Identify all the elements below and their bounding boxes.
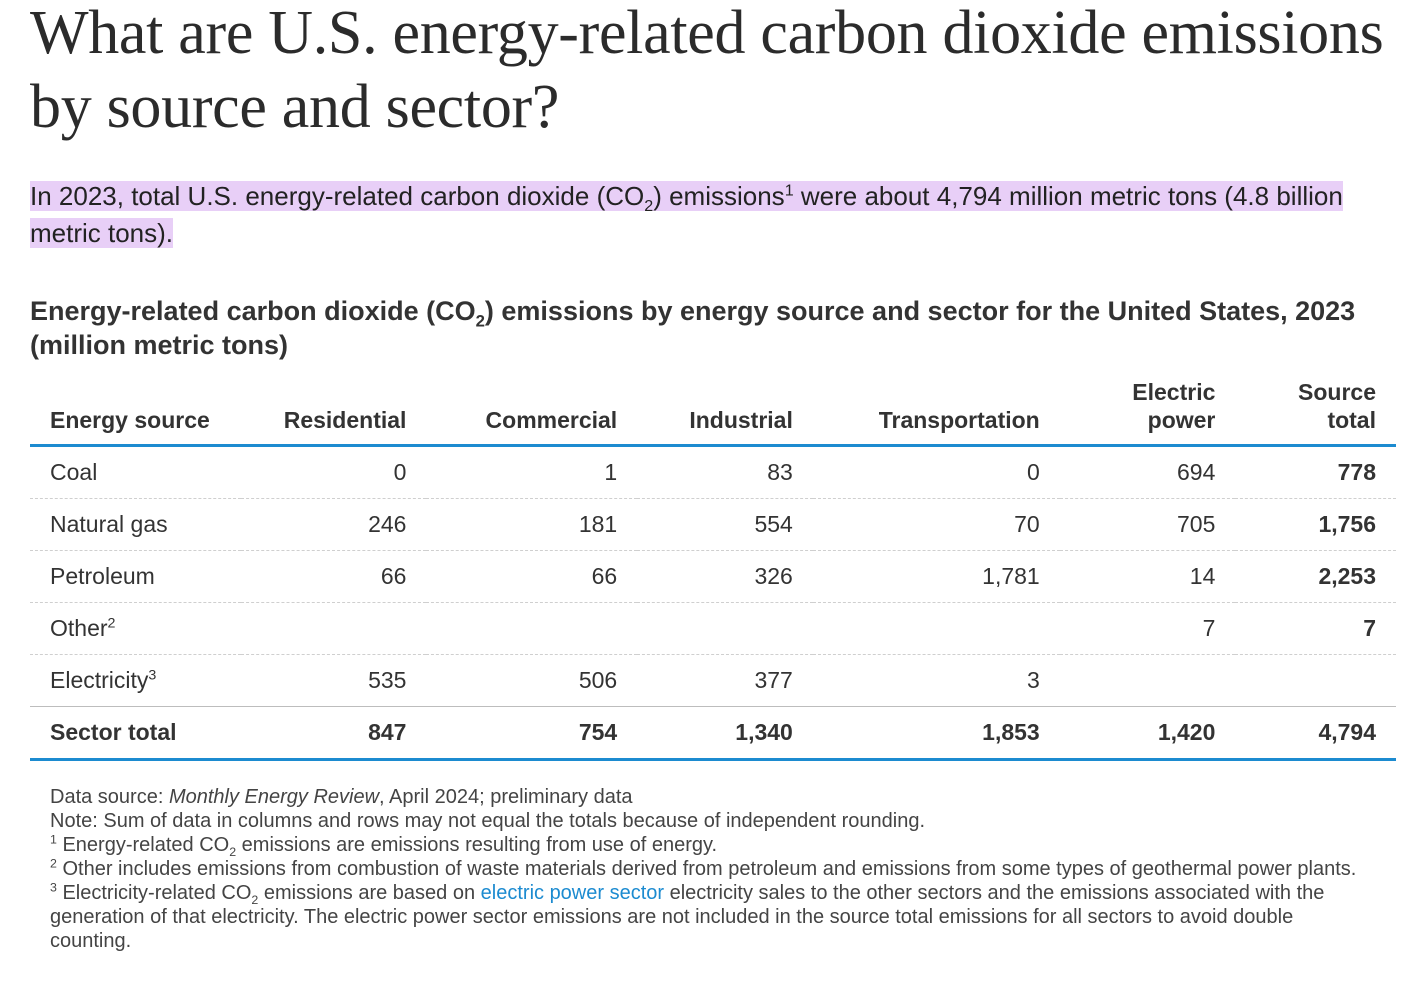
cell xyxy=(813,603,1060,655)
rounding-note: Note: Sum of data in columns and rows ma… xyxy=(50,810,925,832)
total-cell: 1,853 xyxy=(982,719,1040,745)
cell: 705 xyxy=(1177,511,1216,537)
lead-paragraph: In 2023, total U.S. energy-related carbo… xyxy=(30,178,1396,252)
cell: 535 xyxy=(368,667,407,693)
cell xyxy=(241,603,427,655)
cell: 326 xyxy=(754,563,793,589)
table-header-row: Energy source Residential Commercial Ind… xyxy=(30,372,1396,446)
row-label-text: Electricity xyxy=(50,667,149,693)
cell: 3 xyxy=(1026,667,1040,693)
cell: 14 xyxy=(1189,563,1216,589)
table-row-coal: Coal 0 1 83 0 694 778 xyxy=(30,446,1396,499)
row-label: Electricity3 xyxy=(30,655,241,707)
row-label: Other2 xyxy=(30,603,241,655)
footnote-text: Other includes emissions from combustion… xyxy=(56,858,1357,880)
article: What are U.S. energy-related carbon diox… xyxy=(30,0,1396,953)
footnote-text: emissions are emissions resulting from u… xyxy=(236,834,718,856)
footnote-1: 1 Energy-related CO2 emissions are emiss… xyxy=(50,832,1376,859)
table-title: Energy-related carbon dioxide (CO2) emis… xyxy=(30,294,1396,362)
lead-text-2: ) emissions xyxy=(653,181,785,211)
total-cell: 754 xyxy=(578,719,618,745)
data-source-note: Data source: Monthly Energy Review, Apri… xyxy=(50,785,1376,809)
cell: 181 xyxy=(578,511,618,537)
cell: 1 xyxy=(604,459,618,485)
source-total-cell: 7 xyxy=(1363,615,1376,641)
source-prefix: Data source: xyxy=(50,786,169,808)
row-label: Petroleum xyxy=(50,563,155,589)
source-title: Monthly Energy Review xyxy=(168,786,380,808)
source-total-cell: 2,253 xyxy=(1318,563,1376,589)
table-notes: Data source: Monthly Energy Review, Apri… xyxy=(50,785,1376,953)
cell: 506 xyxy=(578,667,618,693)
footnote-mark: 1 xyxy=(50,832,57,847)
footnote-mark[interactable]: 3 xyxy=(148,667,157,684)
table-row-petroleum: Petroleum 66 66 326 1,781 14 2,253 xyxy=(30,551,1396,603)
header-electric-power: Electric power xyxy=(1132,379,1216,433)
source-total-cell xyxy=(1235,655,1396,707)
cell: 1,781 xyxy=(982,563,1040,589)
cell: 694 xyxy=(1177,459,1216,485)
lead-footnote-mark[interactable]: 1 xyxy=(784,181,794,200)
row-label-text: Other xyxy=(50,615,108,641)
footnote-3: 3 Electricity-related CO2 emissions are … xyxy=(50,881,1376,953)
footnote-mark: 3 xyxy=(50,880,57,895)
footnote-text: electricity sales to the other sectors a… xyxy=(50,882,1325,952)
cell: 377 xyxy=(754,667,793,693)
cell: 83 xyxy=(767,459,793,485)
cell: 66 xyxy=(380,563,407,589)
cell: 66 xyxy=(591,563,618,589)
footnote-mark[interactable]: 2 xyxy=(107,615,116,632)
header-industrial: Industrial xyxy=(689,407,793,433)
table-row-sector-total: Sector total 847 754 1,340 1,853 1,420 4… xyxy=(30,707,1396,760)
cell xyxy=(1060,655,1236,707)
header-energy-source: Energy source xyxy=(50,407,210,433)
cell xyxy=(637,603,813,655)
table-row-natural-gas: Natural gas 246 181 554 70 705 1,756 xyxy=(30,499,1396,551)
cell xyxy=(426,603,637,655)
table-row-electricity: Electricity3 535 506 377 3 xyxy=(30,655,1396,707)
footnote-text: Energy-related CO xyxy=(56,834,230,856)
source-suffix: , April 2024; preliminary data xyxy=(379,786,633,808)
total-cell: 4,794 xyxy=(1318,719,1376,745)
table-row-other: Other2 7 7 xyxy=(30,603,1396,655)
lead-subscript: 2 xyxy=(644,197,654,216)
table-title-subscript: 2 xyxy=(475,311,485,331)
header-commercial: Commercial xyxy=(485,407,618,433)
header-residential: Residential xyxy=(283,407,407,433)
row-label: Sector total xyxy=(50,719,177,745)
footnote-text: Electricity-related CO xyxy=(56,882,252,904)
row-label: Coal xyxy=(50,459,98,485)
emissions-table: Energy source Residential Commercial Ind… xyxy=(30,372,1396,761)
source-total-cell: 1,756 xyxy=(1318,511,1376,537)
page-title: What are U.S. energy-related carbon diox… xyxy=(30,0,1384,141)
total-cell: 1,340 xyxy=(735,719,793,745)
total-cell: 1,420 xyxy=(1157,719,1216,745)
footnote-2: 2 Other includes emissions from combusti… xyxy=(50,857,1376,881)
row-label: Natural gas xyxy=(50,511,168,537)
header-source-total: Source total xyxy=(1298,379,1376,433)
cell: 0 xyxy=(1026,459,1040,485)
cell: 554 xyxy=(754,511,793,537)
source-total-cell: 778 xyxy=(1337,459,1376,485)
lead-text-1: In 2023, total U.S. energy-related carbo… xyxy=(30,181,645,211)
footnote-subscript: 2 xyxy=(229,845,237,859)
footnote-mark: 2 xyxy=(50,856,57,871)
cell: 70 xyxy=(1014,511,1040,537)
electric-power-sector-link[interactable]: electric power sector xyxy=(480,882,665,904)
cell: 7 xyxy=(1202,615,1216,641)
table-title-text-1: Energy-related carbon dioxide (CO xyxy=(30,296,476,326)
cell: 246 xyxy=(368,511,407,537)
total-cell: 847 xyxy=(368,719,407,745)
footnote-text: emissions are based on xyxy=(258,882,481,904)
lead-text-3: were about 4,794 million metric tons (4.… xyxy=(30,181,1343,248)
header-transportation: Transportation xyxy=(878,407,1040,433)
highlighted-text: In 2023, total U.S. energy-related carbo… xyxy=(30,181,1343,248)
footnote-subscript: 2 xyxy=(251,893,259,907)
table-title-text-2: ) emissions by energy source and sector … xyxy=(30,296,1356,360)
cell: 0 xyxy=(393,459,407,485)
